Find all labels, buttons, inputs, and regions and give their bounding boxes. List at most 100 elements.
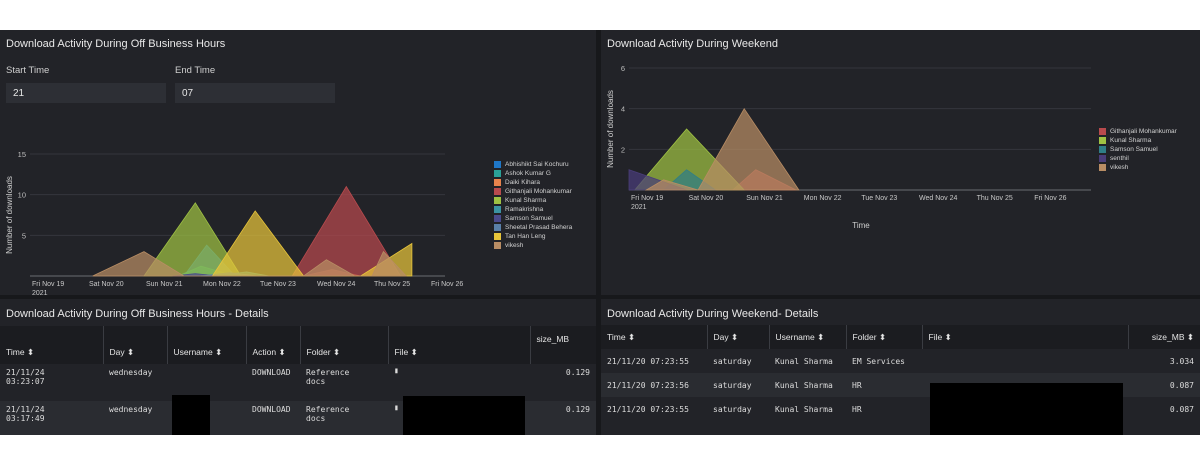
sort-icon: ⬍ <box>332 347 341 357</box>
start-time-input[interactable]: 21 <box>6 83 166 103</box>
cell-folder: HR <box>852 404 862 414</box>
x-tick-label: Wed Nov 24 <box>919 195 957 202</box>
legend-swatch <box>1099 137 1106 144</box>
cell-file <box>922 349 1128 373</box>
x-tick-label: Fri Nov 19 <box>631 195 663 202</box>
legend-item[interactable]: Sheetal Prasad Behera <box>494 223 572 232</box>
sort-icon: ⬍ <box>627 331 636 342</box>
column-header-day[interactable]: Day ⬍ <box>102 326 167 364</box>
column-header-username[interactable]: Username ⬍ <box>166 326 246 364</box>
legend-item[interactable]: Githanjali Mohankumar <box>1099 127 1177 136</box>
sort-icon: ⬍ <box>215 347 223 357</box>
sort-icon: ⬍ <box>278 347 286 357</box>
cell-day: saturday <box>713 404 752 414</box>
legend-swatch <box>494 233 501 240</box>
weekend-chart-panel: Download Activity During Weekend 6 4 2 Fri … <box>601 30 1200 295</box>
column-header-username[interactable]: Username ⬍ <box>768 325 846 349</box>
sort-icon: ⬍ <box>127 347 135 357</box>
legend-item[interactable]: Tan Han Leng <box>494 232 572 241</box>
legend-swatch <box>494 188 501 195</box>
x-tick-label: Mon Nov 22 <box>203 281 241 288</box>
cell-time: 21/11/24 <box>6 368 45 377</box>
x-tick-label: Sun Nov 21 <box>146 281 183 288</box>
x-tick-label: Fri Nov 26 <box>1034 195 1066 202</box>
legend-label: Kunal Sharma <box>505 197 547 204</box>
y-tick-label: 10 <box>18 191 26 200</box>
cell-day: wednesday <box>109 368 153 377</box>
cell-time: 21/11/20 07:23:56 <box>607 380 689 390</box>
y-tick-label: 2 <box>621 145 625 154</box>
legend-item[interactable]: Samson Samuel <box>494 214 572 223</box>
x-tick-label: Tue Nov 23 <box>861 195 897 202</box>
cell-folder: HR <box>852 380 862 390</box>
legend-label: Daiki Kihara <box>505 179 541 186</box>
cell-size: 0.087 <box>1169 404 1194 414</box>
column-header-size[interactable]: size_MB ⬍ <box>1127 325 1200 349</box>
legend-label: Ramakrishna <box>505 206 544 213</box>
legend-item[interactable]: Daiki Kihara <box>494 178 572 187</box>
sort-icon: ⬍ <box>944 331 952 342</box>
y-tick-label: 6 <box>621 64 625 73</box>
sort-icon: ⬍ <box>878 331 887 342</box>
legend-item[interactable]: Ashok Kumar G <box>494 169 572 178</box>
cell-file: ▮ <box>394 403 399 412</box>
y-axis-title: Number of downloads <box>606 90 615 168</box>
legend-swatch <box>494 161 501 168</box>
x-tick-label: Sun Nov 21 <box>746 195 783 202</box>
x-tick-label: Fri Nov 19 <box>32 281 64 288</box>
end-time-input[interactable]: 07 <box>175 83 335 103</box>
y-tick-label: 15 <box>18 150 26 159</box>
legend-swatch <box>494 197 501 204</box>
redacted-username <box>172 395 210 435</box>
x-axis-title: Time <box>852 221 870 230</box>
series-area-vikesh <box>644 107 800 191</box>
redacted-filename <box>403 396 525 435</box>
cell-size: 0.087 <box>1169 380 1194 390</box>
weekend-details-panel: Download Activity During Weekend- Detail… <box>601 299 1200 435</box>
legend-item[interactable]: vikesh <box>494 241 572 250</box>
y-tick-label: 4 <box>621 105 625 114</box>
panel-title: Download Activity During Weekend- Detail… <box>607 308 819 320</box>
table-row[interactable]: 21/11/20 07:23:55 saturday Kunal Sharma … <box>601 349 1200 373</box>
x-tick-label: Thu Nov 25 <box>977 195 1013 202</box>
legend-item[interactable]: Ramakrishna <box>494 205 572 214</box>
cell-folder: Reference <box>306 405 350 414</box>
cell-time: 21/11/20 07:23:55 <box>607 404 689 414</box>
table-row[interactable]: 21/11/24 03:23:07 wednesday DOWNLOAD Refe… <box>0 364 596 401</box>
legend-item[interactable]: Kunal Sharma <box>494 196 572 205</box>
x-tick-label: Fri Nov 26 <box>431 281 463 288</box>
x-tick-label: Thu Nov 25 <box>374 281 410 288</box>
legend-label: Tan Han Leng <box>505 233 546 240</box>
cell-username: Kunal Sharma <box>775 356 833 366</box>
x-tick-label: Wed Nov 24 <box>317 281 355 288</box>
legend-item[interactable]: Samson Samuel <box>1099 145 1177 154</box>
column-header-action[interactable]: Action ⬍ <box>245 326 300 364</box>
legend-item[interactable]: vikesh <box>1099 163 1177 172</box>
legend-label: Ashok Kumar G <box>505 170 551 177</box>
legend-label: vikesh <box>505 242 524 249</box>
cell-day: saturday <box>713 356 752 366</box>
column-header-file[interactable]: File ⬍ <box>387 326 530 364</box>
column-header-time[interactable]: Time ⬍ <box>607 331 636 342</box>
legend-item[interactable]: Abhishikt Sai Kochuru <box>494 160 572 169</box>
cell-time: 21/11/20 07:23:55 <box>607 356 689 366</box>
x-tick-sublabel: 2021 <box>631 204 647 211</box>
legend-label: Samson Samuel <box>1110 146 1158 153</box>
legend-label: Sheetal Prasad Behera <box>505 224 573 231</box>
column-header-size[interactable]: size_MB <box>529 326 596 364</box>
column-header-file[interactable]: File ⬍ <box>921 325 1128 349</box>
sort-icon: ⬍ <box>1186 331 1194 342</box>
weekend-area-chart: 6 4 2 Fri Nov 19 Sat Nov 20 Sun Nov 21 Mon Nov… <box>606 64 1091 230</box>
column-header-time[interactable]: Time ⬍ <box>6 347 35 357</box>
cell-size: 0.129 <box>565 405 590 414</box>
sort-icon: ⬍ <box>817 331 825 342</box>
redacted-filename <box>930 383 1123 435</box>
legend-item[interactable]: Githanjali Mohankumar <box>494 187 572 196</box>
off-hours-area-chart: 15 10 5 Fri Nov 19 Sat Nov 20 Sun Nov 21 Mon N… <box>5 150 463 295</box>
legend-item[interactable]: Kunal Sharma <box>1099 136 1177 145</box>
legend-item[interactable]: senthil <box>1099 154 1177 163</box>
column-header-day[interactable]: Day ⬍ <box>706 325 769 349</box>
column-header-folder[interactable]: Folder ⬍ <box>845 325 922 349</box>
legend-swatch <box>494 206 501 213</box>
column-header-folder[interactable]: Folder ⬍ <box>299 326 388 364</box>
